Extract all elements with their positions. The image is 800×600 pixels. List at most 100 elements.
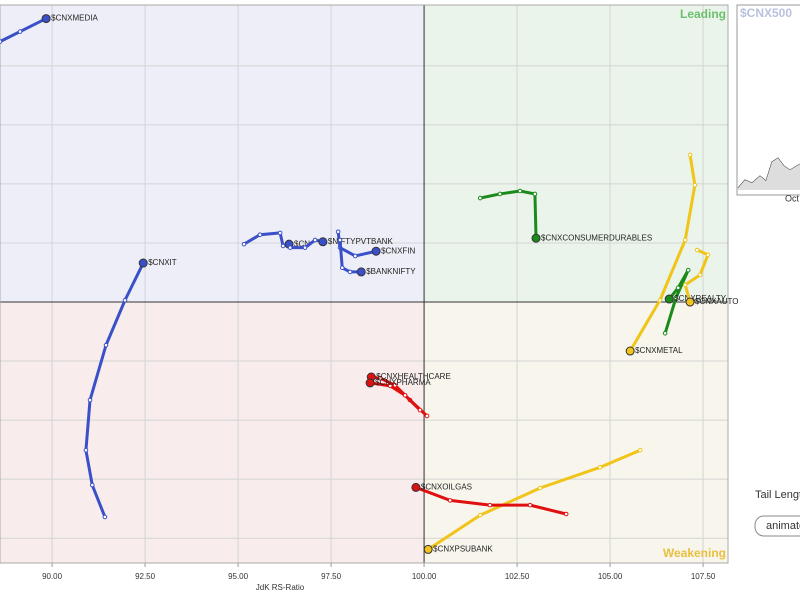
series-label: $CNXREALTY: [674, 294, 727, 303]
tail-point: [705, 252, 711, 258]
tail-point: [312, 237, 318, 243]
x-tick-label: 90.00: [42, 572, 63, 581]
tail-point: [517, 188, 523, 194]
tail-head: [423, 544, 433, 554]
tail-point: [487, 502, 493, 508]
series-label: $NIFTYPVTBANK: [328, 237, 394, 246]
tail-point: [83, 447, 89, 453]
plot: 90.00 92.50 95.00 97.50 100.00 102.50 105.00 10…: [0, 4, 729, 581]
tail-head: [138, 258, 148, 268]
tail-point: [335, 229, 341, 235]
tail-point: [662, 331, 668, 336]
animate-button-label[interactable]: animate: [766, 520, 800, 532]
tail-head: [625, 346, 635, 356]
x-tick-label: 95.00: [228, 572, 249, 581]
tail-head: [365, 378, 375, 388]
tail-point: [597, 465, 603, 470]
quadrant-leading: [424, 5, 728, 303]
x-tick-label: 100.00: [412, 572, 437, 581]
series-label: $CNXPHARMA: [375, 378, 431, 387]
tail-point: [477, 512, 483, 518]
tail-point: [277, 230, 283, 236]
tail-point: [87, 397, 93, 403]
series-label: $CNXMETAL: [635, 346, 683, 355]
tail-head: [371, 246, 381, 256]
tail-point: [692, 182, 698, 188]
tail-point: [682, 282, 688, 288]
tail-point: [497, 191, 503, 197]
tail-point: [477, 195, 483, 201]
animate-button[interactable]: [754, 515, 800, 537]
tail-point: [424, 413, 430, 419]
series-label: $CNXHEALTHCARE: [376, 372, 451, 381]
series-label: $CN: [294, 239, 310, 248]
series-label: $BANKNIFTY: [366, 267, 416, 276]
tail-point: [352, 253, 358, 259]
tail-point: [447, 498, 453, 503]
tail-point: [337, 237, 343, 243]
tail-point: [103, 342, 109, 348]
quadrant-label: Weakening: [663, 546, 726, 560]
tail-length-label: Tail Length: [755, 489, 800, 501]
tail-point: [241, 241, 247, 247]
tail-point: [682, 237, 688, 243]
tail-point: [637, 447, 643, 453]
tail-head: [411, 482, 421, 492]
tail-point: [102, 514, 108, 520]
x-axis-label: JdK RS-Ratio: [256, 583, 305, 592]
series-label: $CNXCONSUMERDURABLES: [541, 233, 652, 242]
tail-point: [697, 272, 703, 278]
tail-point: [673, 295, 679, 301]
tail-head: [685, 297, 695, 307]
tail-head: [664, 294, 674, 304]
tail-point: [280, 243, 286, 249]
tail-point: [527, 502, 533, 508]
series-label: $CNXFIN: [381, 246, 415, 255]
tail: [369, 381, 422, 412]
tail-point: [89, 482, 95, 488]
tail-point: [287, 245, 293, 250]
quadrant-lagging-top: [0, 5, 425, 303]
quadrant-lagging: [0, 302, 425, 563]
tail-head: [356, 267, 366, 277]
tail-point: [339, 265, 345, 271]
x-tick-label: 97.50: [321, 572, 342, 581]
tail-point: [387, 383, 393, 389]
tail-point: [537, 485, 543, 491]
tail-point: [347, 269, 353, 275]
quadrant-label: Leading: [680, 7, 726, 21]
tail-point: [0, 39, 3, 44]
series-label: $CNXMEDIA: [51, 14, 98, 23]
tail-point: [685, 267, 691, 273]
tail-point: [17, 29, 23, 34]
tail-point: [257, 232, 263, 237]
tail-point: [302, 245, 308, 250]
series-label: $CNXPSUBANK: [433, 545, 493, 554]
tail-head: [531, 233, 541, 243]
x-tick-label: 107.50: [691, 572, 716, 581]
tail-point: [122, 297, 128, 303]
series-label: $CNXAUTO: [695, 297, 738, 306]
tail-point: [402, 393, 408, 398]
tail: [338, 239, 362, 274]
plot-frame: [0, 4, 729, 564]
mini-chart-area: [738, 158, 800, 190]
tail-point: [563, 511, 569, 517]
mini-chart-title: $CNX500: [740, 6, 792, 20]
tail-point: [657, 297, 663, 303]
tail-point: [694, 247, 700, 253]
mini-chart-frame: [736, 4, 800, 196]
x-tick-label: 105.00: [598, 572, 623, 581]
series-label: $CNXIT: [148, 258, 177, 267]
tail-point: [532, 191, 538, 197]
tail-head: [318, 237, 328, 247]
x-tick-label: 102.50: [505, 572, 530, 581]
tail-point: [377, 375, 383, 381]
tail-point: [392, 382, 398, 388]
series-label: $CNXOILGAS: [421, 483, 472, 492]
x-tick-label: 92.50: [135, 572, 156, 581]
mini-chart-month: Oct: [785, 193, 800, 203]
tail-point: [675, 285, 681, 291]
tail-point: [417, 407, 423, 413]
